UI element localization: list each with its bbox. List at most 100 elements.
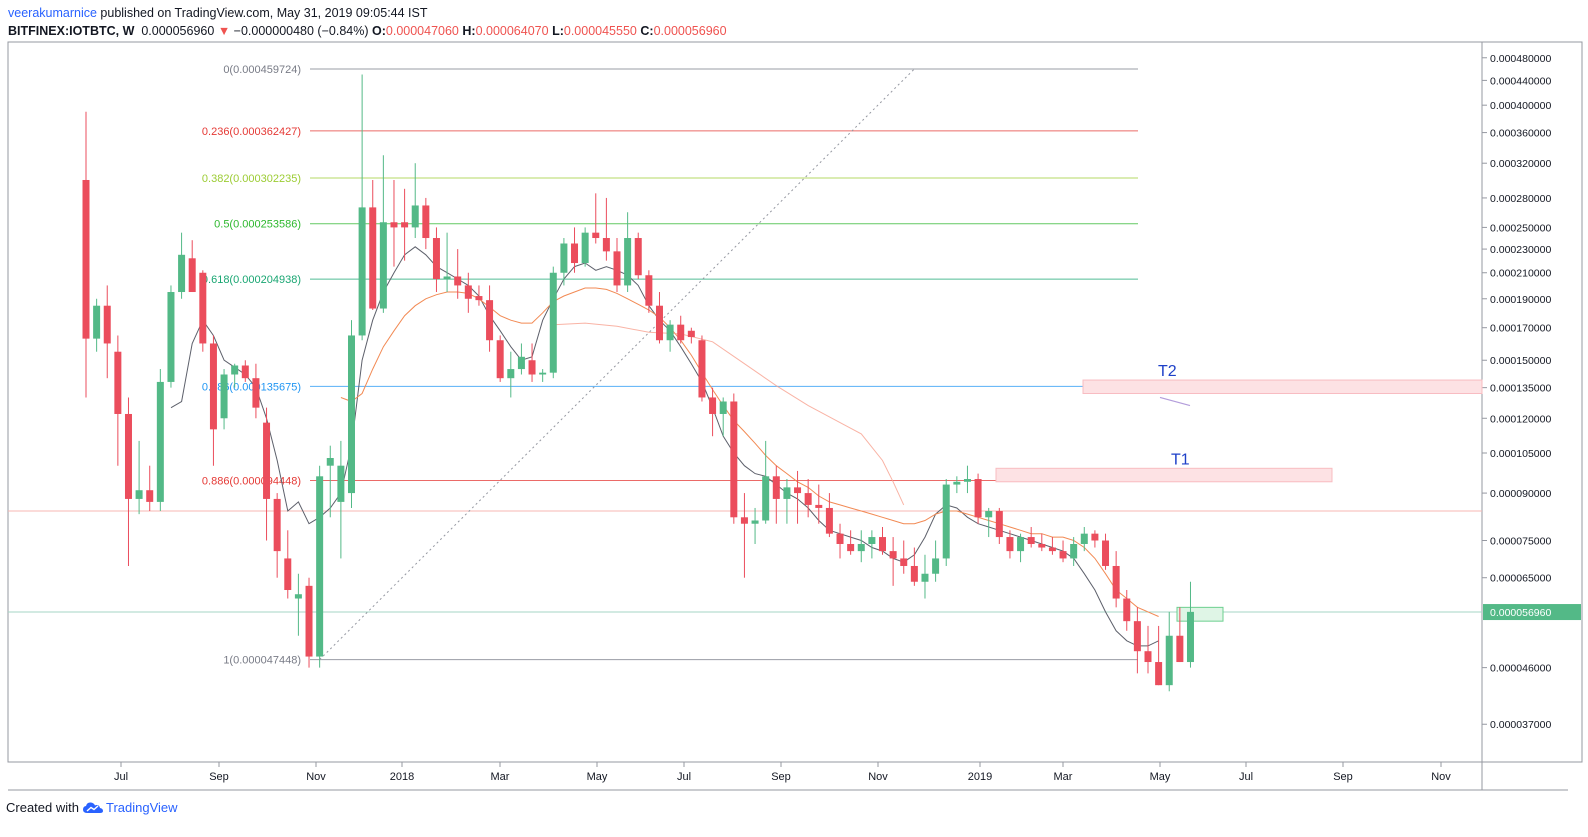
x-tick-label: May <box>1150 771 1171 783</box>
x-tick-label: Nov <box>868 771 888 783</box>
candle-body <box>549 272 557 373</box>
y-tick-label: 0.000360000 <box>1490 128 1551 140</box>
candle-down <box>879 526 886 555</box>
x-tick-label: Jul <box>677 771 691 783</box>
candle-body <box>985 511 993 518</box>
candle-up <box>294 573 302 636</box>
candle-body <box>1059 551 1067 559</box>
candle-up <box>167 285 175 388</box>
candle-down <box>1112 551 1120 608</box>
candle-body <box>103 305 111 344</box>
candle-body <box>486 300 494 341</box>
candle-body <box>93 305 101 339</box>
x-tick-label: Sep <box>771 771 791 783</box>
candle-up <box>1080 526 1088 552</box>
candle-up <box>379 155 387 313</box>
candle-down <box>1091 530 1099 548</box>
fib-level-label: 0(0.000459724) <box>223 64 301 76</box>
y-tick-label: 0.000105000 <box>1490 448 1551 460</box>
candle-body <box>188 258 196 293</box>
candle-up <box>1165 611 1173 692</box>
candle-body <box>815 504 823 508</box>
candle-down <box>305 577 313 668</box>
candle-up <box>411 163 419 239</box>
x-tick-label: May <box>587 771 608 783</box>
author-link[interactable]: veerakumarnice <box>8 6 97 20</box>
candle-down <box>496 335 504 382</box>
target-zone <box>1082 379 1483 394</box>
candle-body <box>1017 537 1025 552</box>
candle-body <box>772 476 780 499</box>
entry-zone <box>1176 606 1224 622</box>
candle-down <box>634 232 642 280</box>
candle-body <box>698 340 706 398</box>
candle-body <box>1133 621 1141 652</box>
open-value: 0.000047060 <box>385 24 459 38</box>
x-tick-label: 2019 <box>968 771 992 783</box>
candle-down <box>1006 530 1014 559</box>
symbol-label[interactable]: BITFINEX:IOTBTC, W <box>8 24 135 38</box>
candle-body <box>783 487 791 499</box>
candle-body <box>1155 662 1163 686</box>
candle-up <box>560 238 568 286</box>
candle-body <box>220 374 228 419</box>
candle-down <box>613 238 621 293</box>
candle-up <box>857 530 865 563</box>
candle-body <box>751 520 759 524</box>
candle-down <box>1048 537 1056 555</box>
candle-body <box>910 565 918 582</box>
candle-body <box>294 594 302 599</box>
tradingview-logo[interactable]: TradingView <box>82 800 178 815</box>
candle-down <box>1176 607 1184 663</box>
candle-body <box>241 365 249 379</box>
candle-body <box>199 272 207 344</box>
candle-up <box>932 540 940 582</box>
candle-down <box>794 470 802 524</box>
candle-body <box>1038 543 1046 548</box>
candle-down <box>1038 533 1046 552</box>
candle-up <box>942 479 950 566</box>
candle-down <box>103 285 111 379</box>
candle-up <box>985 507 993 538</box>
close-value: 0.000056960 <box>653 24 727 38</box>
y-tick-label: 0.000150000 <box>1490 355 1551 367</box>
candle-down <box>709 387 717 437</box>
candle-body <box>1070 543 1078 559</box>
high-value: 0.000064070 <box>475 24 549 38</box>
low-value: 0.000045550 <box>563 24 637 38</box>
target-zone-label: T2 <box>1158 363 1177 380</box>
candle-up <box>783 479 791 524</box>
low-label: L: <box>552 24 564 38</box>
candle-body <box>1123 598 1131 622</box>
candle-down <box>1133 607 1141 674</box>
candle-up <box>751 507 759 544</box>
x-tick-label: Sep <box>209 771 229 783</box>
candle-body <box>135 490 143 499</box>
candle-body <box>263 422 271 499</box>
candle-down <box>124 397 132 566</box>
candle-down <box>1059 540 1067 563</box>
candle-body <box>1091 533 1099 541</box>
publish-line: veerakumarnice published on TradingView.… <box>8 4 727 22</box>
y-tick-label: 0.000210000 <box>1490 268 1551 280</box>
fib-level-label: 1(0.000047448) <box>223 655 301 667</box>
candle-body <box>592 232 600 239</box>
candle-down <box>390 179 398 267</box>
candle-body <box>156 381 164 502</box>
candle-down <box>486 285 494 352</box>
candle-body <box>517 356 525 370</box>
candle-body <box>209 343 217 430</box>
candle-body <box>167 292 175 382</box>
candle-body <box>1112 565 1120 599</box>
candle-body <box>348 335 355 494</box>
fib-level-label: 0.5(0.000253586) <box>214 219 301 231</box>
candle-body <box>730 401 738 518</box>
candle-body <box>942 484 950 559</box>
candle-down <box>432 227 440 293</box>
candle-up <box>581 227 589 267</box>
candle-up <box>316 465 324 668</box>
candle-body <box>804 493 812 505</box>
candle-down <box>252 363 260 419</box>
candle-up <box>624 212 632 293</box>
